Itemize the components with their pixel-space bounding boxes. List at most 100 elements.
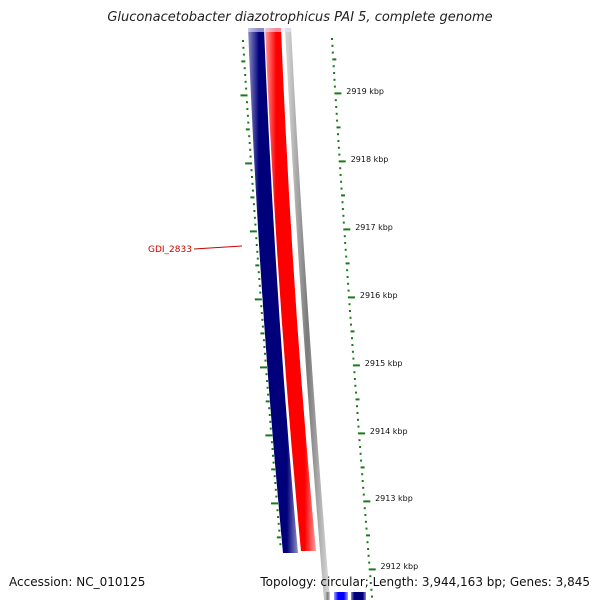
forward-strand-gene (248, 28, 298, 553)
inner-tick (249, 155, 252, 158)
inner-tick (254, 298, 262, 301)
top-feature-band (248, 28, 291, 32)
outer-tick (341, 208, 344, 210)
inner-tick (263, 346, 266, 348)
outer-tick (362, 486, 365, 489)
outer-tick (344, 248, 347, 251)
outer-tick (333, 72, 336, 74)
inner-tick (277, 516, 280, 518)
topology-text: Topology: circular; Length: 3,944,163 bp… (260, 575, 590, 589)
inner-tick (256, 257, 259, 260)
outer-tick (363, 507, 366, 510)
inner-tick (252, 203, 255, 206)
inner-tick (260, 332, 265, 335)
inner-tick (242, 46, 245, 49)
outer-tick (337, 133, 339, 136)
inner-tick (271, 468, 276, 471)
backbone-track (285, 27, 330, 600)
outer-tick (360, 466, 365, 469)
outer-tick (349, 310, 351, 312)
inner-tick (246, 114, 249, 117)
inner-tick (262, 339, 265, 342)
accession-text: Accession: NC_010125 (9, 575, 146, 589)
outer-tick (352, 357, 355, 360)
inner-tick (240, 94, 248, 97)
inner-tick (272, 461, 275, 464)
gene-label-leader (193, 245, 243, 250)
inner-tick (253, 216, 256, 219)
inner-tick (276, 509, 279, 512)
outer-tick (342, 221, 345, 224)
outer-tick (358, 439, 361, 442)
outer-tick (331, 38, 333, 40)
inner-tick (242, 53, 245, 56)
bottom-feature-blue (334, 592, 348, 600)
inner-tick (251, 176, 253, 178)
outer-tick (348, 296, 355, 299)
outer-tick (369, 575, 372, 578)
inner-tick (254, 223, 257, 226)
inner-tick (265, 400, 270, 403)
outer-tick (366, 534, 370, 537)
outer-tick (337, 146, 340, 149)
inner-tick (271, 502, 278, 505)
inner-tick (258, 278, 261, 280)
outer-tick (350, 323, 352, 326)
tick-label: 2919 kbp (346, 87, 384, 96)
inner-tick (275, 495, 278, 498)
inner-tick (278, 529, 281, 532)
outer-tick (364, 514, 367, 516)
inner-tick (243, 67, 246, 70)
outer-tick (333, 85, 336, 88)
inner-tick (265, 373, 268, 376)
inner-tick (272, 454, 274, 457)
tick-label: 2915 kbp (365, 359, 403, 368)
inner-tick (274, 482, 277, 484)
inner-tick (279, 543, 282, 546)
outer-tick (339, 167, 342, 170)
outer-tick-track (331, 38, 376, 598)
inner-tick (255, 264, 260, 267)
inner-tick (249, 230, 257, 233)
inner-tick (245, 128, 250, 131)
outer-tick (340, 187, 343, 190)
inner-tick (277, 522, 280, 525)
outer-tick (357, 425, 360, 428)
outer-tick (333, 78, 336, 81)
inner-tick (245, 162, 253, 165)
gene-label: GDI_2833 (148, 245, 192, 255)
outer-tick (346, 269, 349, 272)
map-title: Gluconacetobacter diazotrophicus PAI 5, … (107, 10, 493, 25)
tick-label: 2912 kbp (381, 562, 419, 571)
inner-tick (248, 142, 251, 144)
outer-tick (363, 500, 371, 503)
outer-tick (337, 140, 340, 142)
outer-tick (369, 582, 372, 584)
inner-tick (264, 359, 267, 362)
outer-tick (352, 364, 360, 367)
inner-tick (248, 135, 251, 138)
tick-label: 2916 kbp (360, 291, 398, 300)
inner-tick (268, 407, 271, 410)
inner-tick (252, 189, 254, 192)
outer-tick (336, 119, 339, 122)
outer-tick (359, 446, 362, 448)
inner-tick (264, 352, 266, 355)
inner-tick (276, 536, 281, 539)
inner-tick (266, 386, 269, 389)
inner-tick (273, 475, 276, 478)
inner-tick (259, 291, 262, 294)
inner-tick (258, 284, 261, 287)
inner-tick (265, 434, 273, 437)
inner-tick (257, 271, 260, 274)
inner-tick (260, 305, 263, 308)
outer-tick (367, 554, 370, 557)
outer-tick (332, 58, 337, 61)
inner-tick (245, 87, 248, 90)
outer-tick (341, 194, 345, 197)
inner-tick (247, 121, 250, 124)
inner-tick (256, 250, 259, 253)
inner-tick (246, 108, 249, 110)
outer-tick (341, 201, 344, 204)
